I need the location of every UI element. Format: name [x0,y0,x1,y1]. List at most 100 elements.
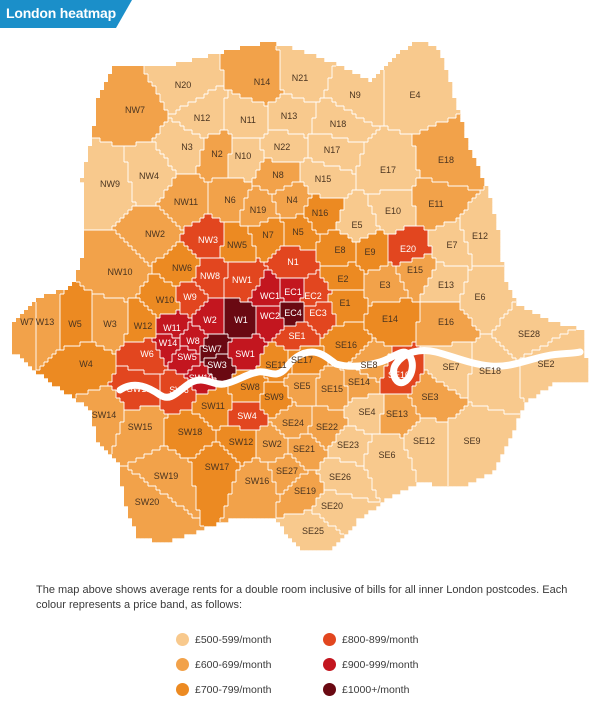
postcode-area-n10 [228,138,265,183]
postcode-area-n11 [224,90,269,139]
postcode-area-e14 [364,298,421,347]
postcode-label-e12: E12 [472,231,488,241]
postcode-label-se2: SE2 [537,359,554,369]
postcode-label-nw2: NW2 [145,229,165,239]
postcode-label-se25: SE25 [302,526,324,536]
postcode-label-n14: N14 [254,77,271,87]
postcode-area-se1 [272,322,321,351]
page-title: London heatmap [6,5,116,21]
postcode-area-e17 [356,126,421,195]
postcode-label-nw6: NW6 [172,263,192,273]
postcode-area-ec1 [280,278,305,303]
postcode-area-nw8 [192,258,229,299]
postcode-label-sw5: SW5 [177,352,197,362]
postcode-area-n1 [264,246,321,279]
legend-item-500: £500-599/month [176,633,271,646]
postcode-area-se21 [288,434,329,471]
legend-item-800: £800-899/month [323,633,418,646]
postcode-label-sw20: SW20 [135,497,160,507]
postcode-area-sw19 [128,446,201,519]
postcode-label-se23: SE23 [337,440,359,450]
postcode-label-sw16: SW16 [245,476,270,486]
postcode-label-e3: E3 [379,280,390,290]
postcode-area-sw1 [228,334,269,371]
legend-item-1000: £1000+/month [323,683,409,696]
postcode-label-nw11: NW11 [174,197,198,207]
postcode-area-sw12 [216,426,257,467]
postcode-label-e10: E10 [385,206,401,216]
postcode-area-n22 [260,130,309,163]
postcode-area-sw11 [192,386,233,431]
postcode-label-se20: SE20 [321,501,343,511]
postcode-label-e5: E5 [351,220,362,230]
postcode-label-n5: N5 [292,227,304,237]
postcode-label-n22: N22 [274,142,291,152]
postcode-label-ec4: EC4 [284,308,302,318]
postcode-area-se12 [404,418,449,487]
legend-label-800: £800-899/month [342,633,419,646]
postcode-area-e5 [336,190,381,243]
postcode-label-n8: N8 [272,170,284,180]
postcode-area-se25 [276,510,345,551]
postcode-label-n10: N10 [235,151,252,161]
postcode-area-e15 [396,254,437,303]
postcode-label-e17: E17 [380,165,396,175]
postcode-label-nw8: NW8 [200,271,220,281]
postcode-area-nw7 [92,66,169,147]
postcode-label-se17: SE17 [291,355,313,365]
postcode-label-sw4: SW4 [237,411,257,421]
postcode-label-sw12: SW12 [229,437,254,447]
postcode-area-e8 [316,230,357,267]
postcode-label-sw17: SW17 [205,462,230,472]
postcode-area-e11 [412,178,481,231]
postcode-area-se6 [364,434,417,503]
postcode-area-nw6 [152,242,201,287]
postcode-label-se12: SE12 [413,436,435,446]
postcode-label-sw7: SW7 [202,344,222,354]
postcode-area-nw5 [220,222,257,263]
postcode-area-se20 [312,490,381,535]
postcode-area-wc1 [248,270,285,307]
map-description: The map above shows average rents for a … [36,584,568,611]
postcode-label-n4: N4 [286,195,298,205]
postcode-label-nw9: NW9 [100,179,120,189]
postcode-label-w4: W4 [79,359,93,369]
postcode-area-wc2 [256,306,285,343]
postcode-area-e9 [356,230,389,275]
postcode-area-se27 [268,454,309,495]
postcode-area-se9 [448,402,521,487]
postcode-area-se24 [268,402,313,439]
legend-label-1000: £1000+/month [342,683,410,696]
postcode-label-se28: SE28 [518,329,540,339]
postcode-area-n17 [308,134,365,175]
postcode-label-se24: SE24 [282,418,304,428]
postcode-label-e13: E13 [438,280,454,290]
postcode-label-se1: SE1 [288,331,305,341]
postcode-area-nw11 [156,174,209,231]
postcode-label-n18: N18 [330,119,347,129]
postcode-label-se4: SE4 [358,407,375,417]
postcode-area-ec2 [300,270,333,307]
postcode-label-sw11: SW11 [201,401,225,411]
postcode-label-se15: SE15 [321,384,343,394]
london-postcode-map: N20 N14 N21 N9 E4 NW7 N12 N11 N13 N18 N3 N2 N22 N17 N1… [12,42,589,551]
postcode-label-se27: SE27 [276,466,298,476]
postcode-area-se5 [284,374,321,407]
postcode-label-sw1: SW1 [235,349,255,359]
postcode-label-w3: W3 [103,319,117,329]
postcode-label-w10: W10 [156,295,175,305]
postcode-label-nw10: NW10 [107,267,132,277]
title-banner-shape [0,0,132,28]
postcode-area-n15 [300,158,357,199]
postcode-label-e18: E18 [438,155,454,165]
postcode-label-se16: SE16 [335,340,357,350]
postcode-label-w14: W14 [159,338,178,348]
postcode-label-se7: SE7 [442,362,459,372]
postcode-area-w13 [36,290,65,371]
postcode-label-e15: E15 [407,265,423,275]
postcode-area-sw14 [76,386,125,455]
postcode-label-se10: SE10 [388,370,410,380]
postcode-label-wc1: WC1 [260,291,280,301]
postcode-label-e6: E6 [474,292,485,302]
postcode-area-e16 [416,302,481,347]
